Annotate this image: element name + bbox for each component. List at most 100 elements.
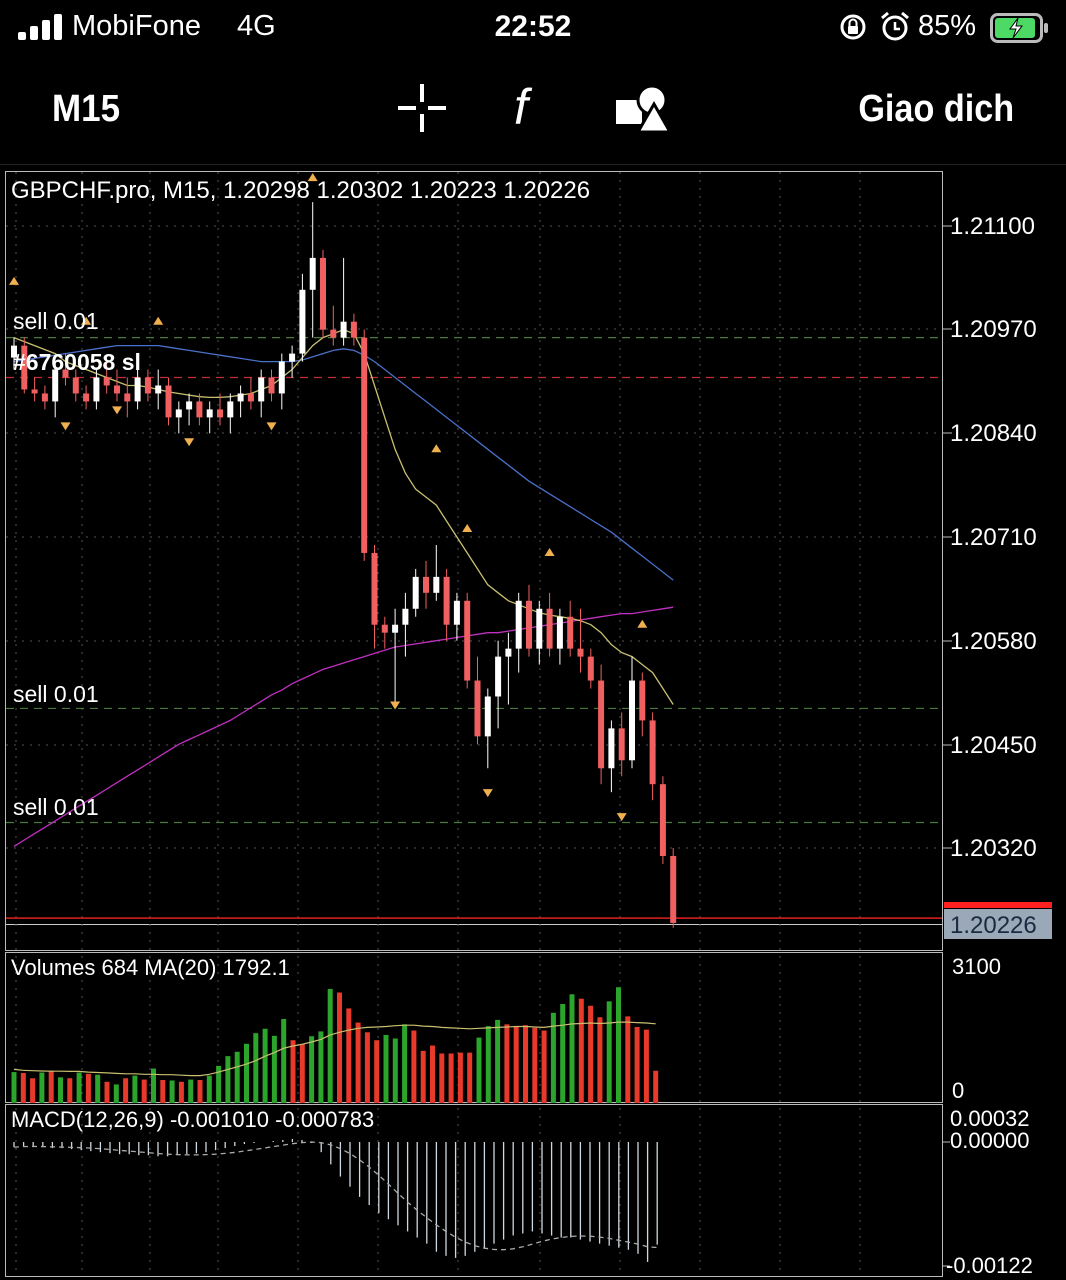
volume-bar-9	[95, 1074, 101, 1103]
volume-bar-60	[569, 994, 575, 1103]
candle-body-42	[443, 576, 450, 625]
down-arrow-3	[266, 422, 277, 431]
candle-body-46	[484, 696, 491, 737]
up-arrow-7	[637, 619, 648, 628]
price-axis: 1.21100 1.20970 1.20840 1.20710 1.20580 …	[942, 213, 1037, 862]
volume-bar-8	[85, 1073, 91, 1103]
candle-body-20	[217, 409, 223, 418]
candle-body-34	[361, 337, 368, 553]
main-chart-frame	[5, 171, 943, 951]
volume-bar-2	[30, 1078, 36, 1103]
candle-body-19	[206, 409, 213, 418]
signal-arrows	[9, 173, 648, 822]
volume-bar-7	[76, 1072, 82, 1103]
volume-bar-4	[48, 1070, 54, 1103]
price-tick-4: 1.20710	[950, 524, 1037, 551]
candle-body-11	[124, 393, 131, 402]
volume-bar-54	[513, 1026, 519, 1103]
volume-bar-58	[550, 1012, 556, 1103]
indicators-icon[interactable]: f	[510, 80, 554, 136]
objects-icon[interactable]	[614, 82, 672, 134]
volume-bar-11	[113, 1084, 119, 1103]
candle-body-29	[309, 257, 316, 290]
candle-body-37	[392, 624, 399, 633]
volume-bar-49	[467, 1052, 473, 1103]
price-tick-5: 1.20580	[950, 628, 1037, 655]
volume-bar-50	[476, 1037, 482, 1103]
volume-bar-38	[364, 1032, 370, 1103]
volume-bar-55	[523, 1025, 528, 1103]
candle-body-8	[93, 377, 100, 402]
candle-body-47	[495, 656, 502, 697]
candle-body-56	[587, 656, 594, 681]
volume-bar-48	[457, 1052, 463, 1103]
trade-button[interactable]: Giao dich	[858, 88, 1014, 130]
volume-bar-34	[327, 988, 333, 1103]
candle-body-41	[433, 576, 440, 593]
volume-bar-3	[39, 1072, 45, 1103]
volume-bar-25	[244, 1043, 249, 1103]
volume-bar-47	[448, 1053, 454, 1103]
carrier-name: MobiFone	[72, 10, 201, 42]
volume-bar-32	[309, 1036, 315, 1103]
candle-body-1	[21, 345, 28, 390]
volume-bar-51	[485, 1026, 491, 1103]
alarm-icon	[881, 11, 909, 41]
volume-bar-65	[616, 987, 621, 1103]
volume-bar-44	[420, 1050, 426, 1103]
volume-bar-68	[643, 1029, 649, 1103]
candle-body-38	[402, 608, 409, 625]
volume-bar-41	[392, 1038, 398, 1103]
candle-body-23	[247, 393, 254, 402]
ma-fast-line	[13, 329, 674, 705]
volume-bar-45	[430, 1045, 435, 1103]
signal-bars-icon	[18, 14, 62, 40]
volume-bar-62	[588, 1005, 594, 1103]
candle-body-12	[134, 377, 141, 402]
up-arrow-1	[81, 316, 92, 325]
candle-body-53	[556, 616, 563, 649]
volume-bar-27	[262, 1028, 268, 1103]
macd-panel-frame	[5, 1104, 943, 1277]
volume-bar-56	[532, 1027, 538, 1103]
volume-bar-69	[653, 1070, 659, 1103]
volume-bar-0	[11, 1072, 17, 1103]
timeframe-button[interactable]: M15	[52, 88, 121, 130]
candle-body-32	[340, 321, 347, 338]
up-arrow-5	[462, 524, 473, 533]
price-tick-3: 1.20840	[950, 420, 1037, 447]
volume-bar-24	[234, 1051, 240, 1103]
candle-body-3	[41, 393, 48, 402]
candle-body-24	[258, 377, 265, 402]
clock: 22:52	[494, 10, 572, 43]
candle-body-40	[423, 576, 429, 593]
current-price-value: 1.20226	[950, 912, 1037, 939]
macd-header: MACD(12,26,9) -0.001010 -0.000783	[11, 1107, 374, 1132]
crosshair-icon[interactable]	[396, 82, 448, 134]
volume-bar-53	[504, 1024, 510, 1103]
volume-axis-max: 3100	[952, 954, 1001, 979]
price-chart[interactable]: GBPCHF.pro, M15, 1.20298 1.20302 1.20223…	[0, 166, 1066, 1280]
candle-body-49	[515, 600, 522, 649]
candle-body-63	[659, 784, 666, 856]
current-price-tag	[944, 909, 1052, 939]
candle-body-54	[567, 616, 574, 649]
volume-bar-31	[299, 1044, 305, 1103]
volume-bar-42	[402, 1024, 408, 1103]
volume-bar-21	[206, 1075, 212, 1103]
candle-body-15	[165, 385, 172, 418]
volume-bar-43	[411, 1030, 417, 1103]
volume-bar-26	[253, 1033, 259, 1103]
chart-header: GBPCHF.pro, M15, 1.20298 1.20302 1.20223…	[11, 177, 590, 204]
candle-body-22	[237, 393, 244, 402]
volume-bar-14	[141, 1079, 147, 1103]
status-bar: MobiFone 4G 22:52 85%	[0, 0, 1066, 56]
volume-bar-39	[374, 1040, 380, 1103]
order-label-sl: #6760058 sl	[13, 349, 141, 375]
order-label-1: sell 0.01	[13, 308, 99, 334]
price-tick-6: 1.20450	[950, 732, 1037, 759]
volume-bar-30	[290, 1040, 296, 1103]
candle-body-27	[289, 353, 296, 362]
down-arrow-0	[60, 422, 71, 431]
volume-panel-frame	[5, 952, 943, 1103]
